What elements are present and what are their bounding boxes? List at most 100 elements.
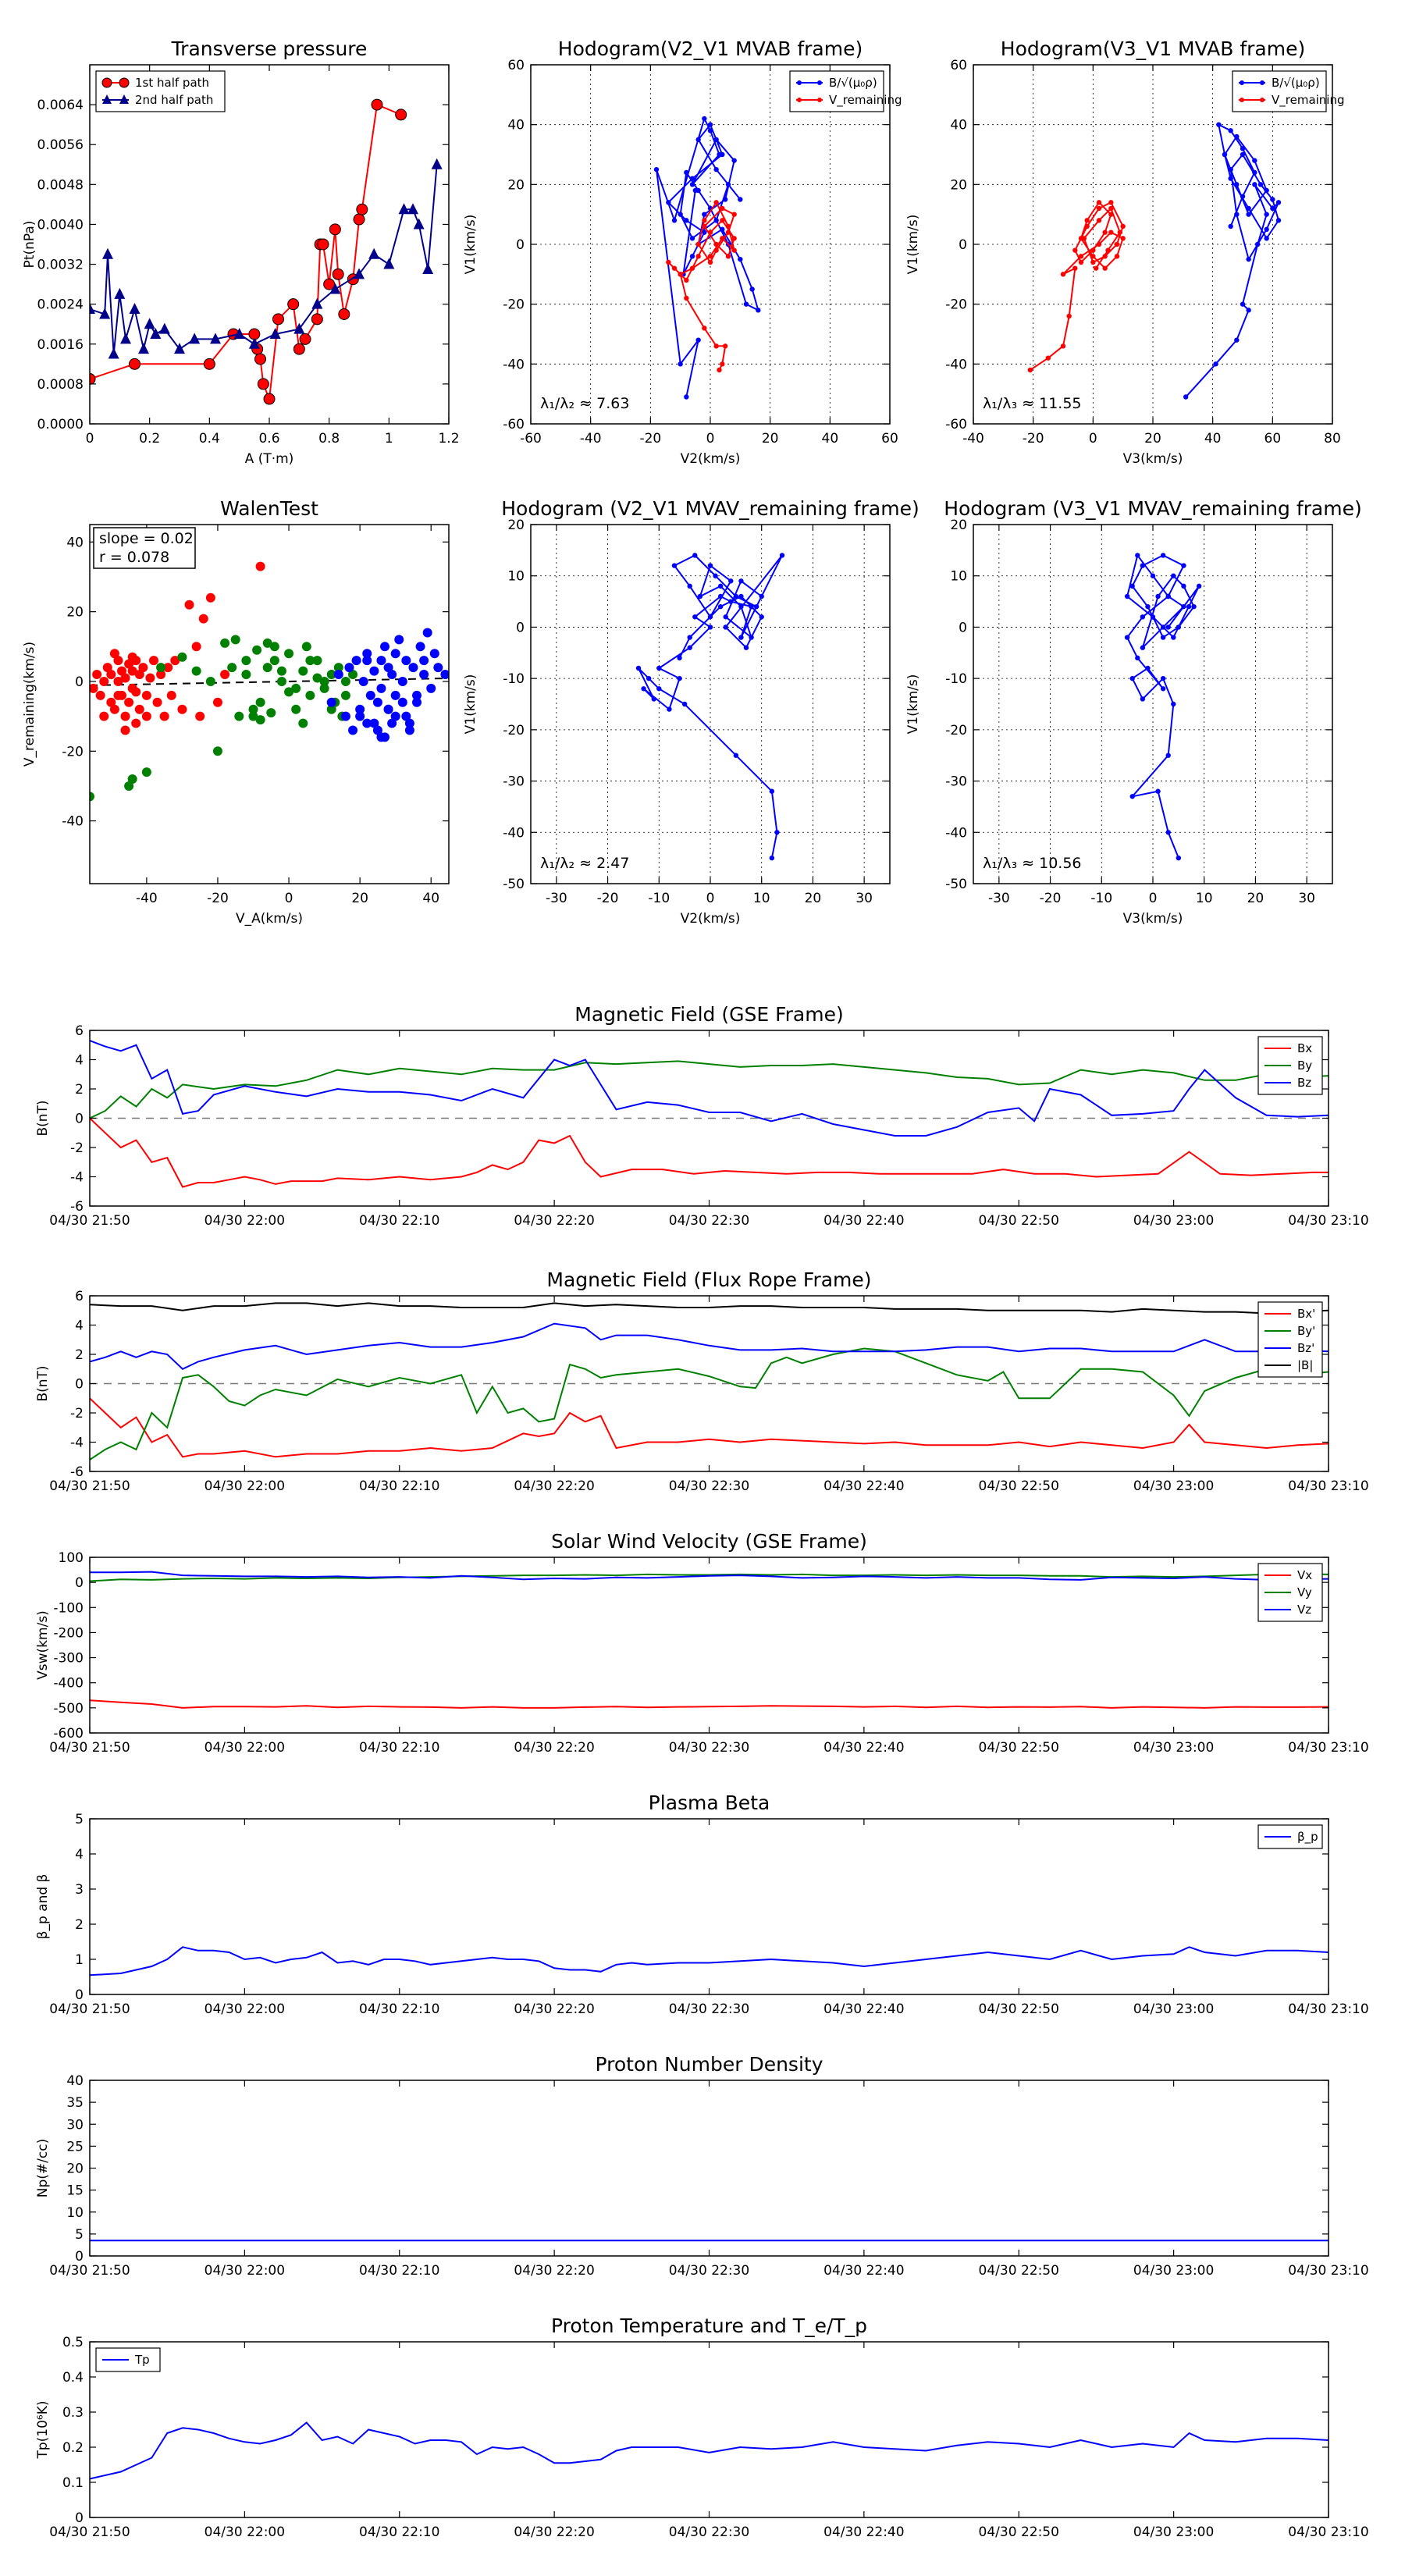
legend-marker xyxy=(1240,98,1244,102)
fit-line xyxy=(89,677,450,686)
data-point xyxy=(695,337,701,343)
data-point xyxy=(1181,563,1186,568)
legend-label: B/√(μ₀ρ) xyxy=(829,76,877,90)
data-point xyxy=(1105,247,1111,253)
data-point xyxy=(127,774,137,785)
data-point xyxy=(170,656,180,666)
data-point xyxy=(1135,553,1140,558)
y-tick-label: 2 xyxy=(75,1917,84,1933)
data-point xyxy=(743,301,749,307)
y-tick-label: 5 xyxy=(75,1812,84,1827)
x-tick-label: -40 xyxy=(962,431,984,447)
data-point xyxy=(116,666,126,676)
chart-walen: WalenTest -40 -20 0 20 40 -40 -20 0 20 40 V_A(km/s)… xyxy=(22,497,450,927)
data-point xyxy=(166,690,176,700)
data-point xyxy=(1264,236,1269,241)
x-tick-label: 0.4 xyxy=(199,431,220,447)
y-tick-label: -40 xyxy=(945,357,967,372)
data-point xyxy=(376,683,386,693)
data-point xyxy=(1072,265,1078,271)
data-point xyxy=(707,259,713,265)
data-point xyxy=(269,642,279,652)
series-line-β_p xyxy=(90,1946,1329,1976)
data-point xyxy=(355,711,365,721)
data-point xyxy=(1072,247,1078,253)
data-point xyxy=(191,666,201,676)
data-point xyxy=(738,635,744,640)
y-tick-label: 60 xyxy=(507,58,525,73)
data-point xyxy=(1045,355,1051,361)
data-point xyxy=(401,711,411,721)
data-point xyxy=(687,645,692,650)
x-tick-label: 0 xyxy=(1149,891,1158,906)
data-point xyxy=(248,711,258,721)
data-point xyxy=(397,676,407,686)
data-point xyxy=(311,297,323,309)
series-line-Vy xyxy=(90,1573,1329,1582)
data-point xyxy=(749,286,755,292)
data-point xyxy=(1264,226,1269,233)
data-point xyxy=(150,328,162,339)
data-point xyxy=(713,200,719,205)
data-point xyxy=(109,704,119,714)
data-point xyxy=(743,645,749,650)
data-point xyxy=(255,697,265,707)
data-point xyxy=(203,358,215,370)
data-point xyxy=(1240,194,1246,199)
y-tick-label: -300 xyxy=(53,1651,84,1667)
y-tick-label: 10 xyxy=(950,569,967,585)
data-point xyxy=(1246,205,1251,212)
x-tick-label: 04/30 21:50 xyxy=(49,1213,130,1229)
data-point xyxy=(1102,265,1108,271)
x-tick-label: 04/30 22:10 xyxy=(359,1213,439,1229)
data-point xyxy=(1129,675,1135,681)
data-point xyxy=(689,182,695,187)
data-point xyxy=(163,663,173,673)
data-point xyxy=(666,200,671,205)
x-axis-label: V2(km/s) xyxy=(681,451,741,467)
data-point xyxy=(678,212,683,217)
data-point xyxy=(725,254,731,259)
data-point xyxy=(717,603,724,610)
data-point xyxy=(305,656,315,666)
data-point xyxy=(1252,169,1257,176)
x-tick-label: 04/30 22:00 xyxy=(205,1478,285,1494)
y-tick-label: 1 xyxy=(75,1952,84,1968)
data-point xyxy=(390,690,400,700)
data-point xyxy=(707,122,713,127)
x-tick-label: 04/30 22:40 xyxy=(823,2001,904,2017)
y-axis-label: Np(#/cc) xyxy=(35,2139,51,2197)
data-point xyxy=(234,711,244,721)
data-point xyxy=(356,203,368,215)
legend-marker xyxy=(797,80,802,85)
data-point xyxy=(156,663,166,673)
data-point xyxy=(102,663,112,673)
x-tick-label: 20 xyxy=(351,891,368,906)
data-point xyxy=(220,670,230,680)
x-tick-label: 0.6 xyxy=(258,431,279,447)
data-point xyxy=(184,600,194,610)
data-point xyxy=(677,675,682,681)
data-point xyxy=(1165,593,1171,600)
x-tick-label: 04/30 21:50 xyxy=(49,2001,130,2017)
data-point xyxy=(262,663,272,673)
data-point xyxy=(298,666,308,676)
data-point xyxy=(362,718,372,728)
x-tick-label: -40 xyxy=(136,891,158,906)
data-point xyxy=(671,218,678,223)
data-point xyxy=(397,697,407,707)
y-tick-label: -20 xyxy=(503,723,525,738)
chart-beta: Plasma Beta 04/30 21:50 04/30 22:00 04/30 2… xyxy=(35,1791,1369,2017)
y-tick-label: -100 xyxy=(53,1600,84,1616)
y-tick-label: 4 xyxy=(75,1847,84,1863)
data-point xyxy=(1264,187,1269,194)
data-point xyxy=(276,676,286,686)
y-tick-label: 35 xyxy=(66,2095,84,2111)
x-tick-label: 04/30 22:30 xyxy=(669,1478,749,1494)
data-point xyxy=(131,718,141,728)
x-tick-label: 20 xyxy=(1247,891,1264,906)
data-point xyxy=(380,642,390,652)
data-point xyxy=(1252,182,1257,187)
data-point xyxy=(713,343,719,349)
y-tick-label: 0 xyxy=(75,1112,84,1127)
